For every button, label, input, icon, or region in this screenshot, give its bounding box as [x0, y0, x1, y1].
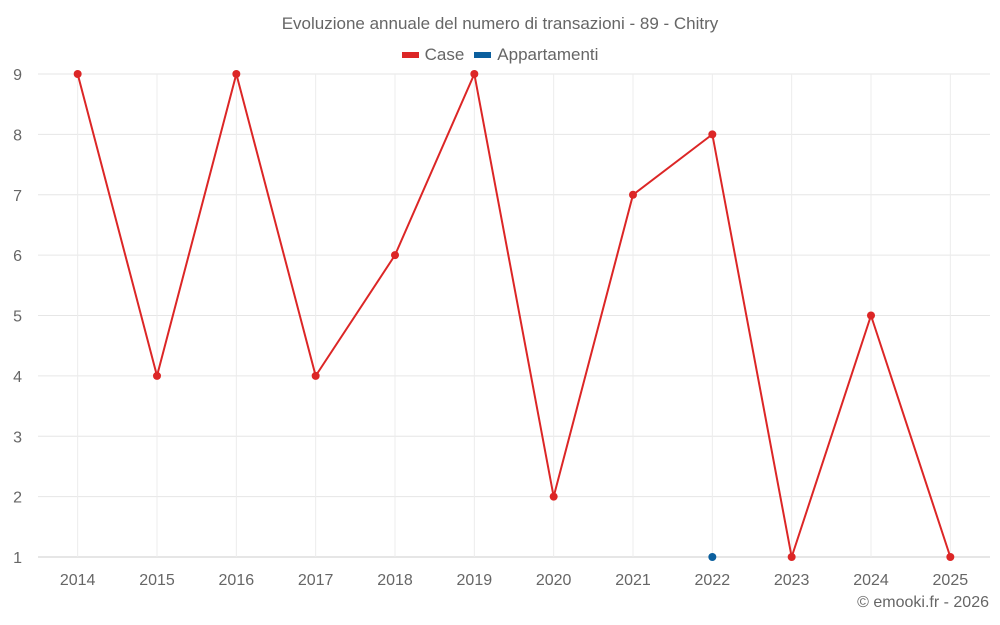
data-point-marker[interactable] [73, 70, 82, 78]
x-tick-label: 2021 [615, 572, 651, 589]
y-axis: 1 2 3 4 5 6 7 8 9 [13, 67, 22, 567]
chart-legend: Case Appartamenti [0, 45, 1000, 65]
y-tick-label: 4 [13, 369, 22, 386]
y-tick-label: 3 [13, 429, 22, 446]
data-point-marker[interactable] [311, 371, 320, 380]
x-tick-label: 2018 [377, 572, 413, 589]
legend-swatch-appartamenti [474, 52, 492, 58]
data-point-marker[interactable] [470, 70, 479, 78]
x-tick-label: 2025 [933, 572, 969, 589]
y-tick-label: 2 [13, 490, 22, 507]
x-tick-label: 2017 [298, 572, 334, 589]
chart-title: Evoluzione annuale del numero di transaz… [281, 14, 719, 33]
x-tick-label: 2024 [853, 572, 889, 589]
data-point-marker[interactable] [708, 130, 717, 139]
y-tick-label: 5 [13, 309, 22, 326]
data-series [73, 70, 955, 561]
data-point-marker[interactable] [391, 251, 399, 260]
x-tick-label: 2023 [774, 572, 810, 589]
x-tick-label: 2022 [695, 572, 731, 589]
data-point-marker[interactable] [708, 553, 717, 561]
y-tick-label: 9 [13, 67, 22, 84]
x-tick-label: 2016 [219, 572, 255, 589]
grid-lines [38, 73, 990, 558]
legend-label-appartamenti: Appartamenti [497, 45, 599, 64]
y-tick-label: 8 [13, 127, 22, 144]
copyright-footer: © emooki.fr - 2026 [857, 594, 989, 611]
data-point-marker[interactable] [629, 190, 637, 199]
y-tick-label: 6 [13, 248, 22, 265]
x-tick-label: 2014 [60, 572, 96, 589]
x-tick-label: 2019 [457, 572, 493, 589]
series-line [76, 73, 952, 558]
data-point-marker[interactable] [946, 553, 955, 561]
data-point-marker[interactable] [232, 70, 241, 78]
x-tick-label: 2020 [536, 572, 572, 589]
data-point-marker[interactable] [787, 553, 796, 561]
legend-item-case[interactable]: Case [401, 45, 465, 65]
x-tick-label: 2015 [139, 572, 175, 589]
legend-label-case: Case [424, 45, 465, 64]
data-point-marker[interactable] [549, 492, 558, 501]
legend-item-appartamenti[interactable]: Appartamenti [474, 45, 598, 65]
data-point-marker[interactable] [867, 311, 875, 320]
data-point-marker[interactable] [153, 371, 161, 380]
x-axis: 2014 2015 2016 2017 2018 2019 2020 2021 2022 2023… [60, 572, 968, 589]
y-tick-label: 7 [13, 188, 22, 205]
legend-swatch-case [401, 52, 419, 58]
y-tick-label: 1 [13, 550, 22, 567]
